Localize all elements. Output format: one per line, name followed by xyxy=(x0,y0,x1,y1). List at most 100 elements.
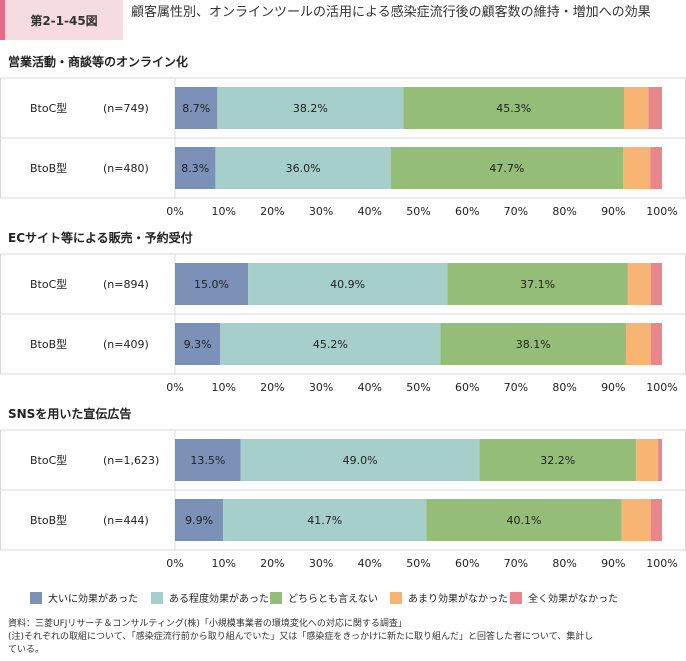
x-tick-label: 30% xyxy=(309,205,333,218)
row-n-count: (n=1,623) xyxy=(103,454,159,467)
x-tick-label: 100% xyxy=(646,381,677,394)
data-label: 32.2% xyxy=(540,454,575,467)
data-label: 45.3% xyxy=(496,102,531,115)
x-tick-label: 30% xyxy=(309,557,333,570)
row-label: BtoB型 xyxy=(30,337,67,351)
x-tick-label: 10% xyxy=(211,205,235,218)
x-tick-label: 70% xyxy=(504,205,528,218)
x-tick-label: 90% xyxy=(601,205,625,218)
data-label: 9.9% xyxy=(185,514,213,527)
bar-segment xyxy=(217,87,404,129)
data-label: 13.5% xyxy=(190,454,225,467)
source-note: 資料：三菱UFJリサーチ＆コンサルティング(株)「小規模事業者の環境変化への対応… xyxy=(8,619,407,629)
bar-segment xyxy=(624,87,649,129)
x-tick-label: 40% xyxy=(358,557,382,570)
row-n-count: (n=894) xyxy=(103,278,149,291)
data-label: 8.7% xyxy=(182,102,210,115)
bar-segment xyxy=(175,147,216,189)
bar-segment xyxy=(650,263,662,305)
legend-swatch xyxy=(390,592,402,604)
data-label: 38.2% xyxy=(293,102,328,115)
bar-segment xyxy=(625,323,651,365)
x-tick-label: 20% xyxy=(260,381,284,394)
data-label: 8.3% xyxy=(181,162,209,175)
panel-title: 営業活動・商談等のオンライン化 xyxy=(8,54,188,69)
row-label: BtoC型 xyxy=(30,453,67,467)
legend-swatch xyxy=(151,592,163,604)
row-n-count: (n=749) xyxy=(103,102,149,115)
x-tick-label: 90% xyxy=(601,557,625,570)
x-tick-label: 60% xyxy=(455,557,479,570)
data-label: 45.2% xyxy=(313,338,348,351)
legend-label: ある程度効果があった xyxy=(169,592,269,605)
data-label: 38.1% xyxy=(516,338,551,351)
x-tick-label: 50% xyxy=(406,381,430,394)
data-label: 37.1% xyxy=(520,278,555,291)
figure-title: 顧客属性別、オンラインツールの活用による感染症流行後の顧客数の維持・増加への効果 xyxy=(131,5,651,20)
note-line-1: (注)それぞれの取組について、「感染症流行前から取り組んでいた」又は「感染症をき… xyxy=(8,632,594,642)
bar-segment xyxy=(175,499,224,541)
row-label: BtoB型 xyxy=(30,161,67,175)
x-tick-label: 80% xyxy=(552,205,576,218)
bar-segment xyxy=(403,87,625,129)
bar-segment xyxy=(175,263,249,305)
footnotes: 資料：三菱UFJリサーチ＆コンサルティング(株)「小規模事業者の環境変化への対応… xyxy=(8,618,678,657)
figure-header: 第2-1-45図 顧客属性別、オンラインツールの活用による感染症流行後の顧客数の… xyxy=(0,0,686,40)
row-n-count: (n=480) xyxy=(103,162,149,175)
x-tick-label: 40% xyxy=(358,381,382,394)
bar-segment xyxy=(650,147,662,189)
bar-segment xyxy=(175,439,241,481)
legend-label: どちらとも言えない xyxy=(288,592,378,605)
data-label: 9.3% xyxy=(184,338,212,351)
x-tick-label: 70% xyxy=(504,557,528,570)
row-label: BtoC型 xyxy=(30,101,67,115)
note-line-2: ている。 xyxy=(8,645,45,655)
row-n-count: (n=409) xyxy=(103,338,149,351)
panel-title: ECサイト等による販売・予約受付 xyxy=(8,230,193,245)
bar-segment xyxy=(627,263,651,305)
bar-segment xyxy=(215,147,391,189)
row-n-count: (n=444) xyxy=(103,514,149,527)
bar-segment xyxy=(623,147,651,189)
figure-number: 第2-1-45図 xyxy=(5,0,123,40)
x-tick-label: 10% xyxy=(211,381,235,394)
bar-segment xyxy=(248,263,448,305)
x-tick-label: 90% xyxy=(601,381,625,394)
legend-label: あまり効果がなかった xyxy=(408,592,508,605)
bar-segment xyxy=(175,87,218,129)
row-label: BtoC型 xyxy=(30,277,67,291)
data-label: 49.0% xyxy=(343,454,378,467)
bar-segment xyxy=(636,439,659,481)
legend-label: 全く効果がなかった xyxy=(528,592,618,605)
legend-label: 大いに効果があった xyxy=(48,592,138,605)
bar-segment xyxy=(175,323,221,365)
data-label: 15.0% xyxy=(194,278,229,291)
bar-segment xyxy=(479,439,637,481)
x-tick-label: 100% xyxy=(646,557,677,570)
data-label: 41.7% xyxy=(307,514,342,527)
legend-swatch xyxy=(270,592,282,604)
legend-swatch xyxy=(510,592,522,604)
x-tick-label: 50% xyxy=(406,557,430,570)
x-tick-label: 80% xyxy=(552,557,576,570)
bar-segment xyxy=(440,323,626,365)
bar-segment xyxy=(240,439,480,481)
data-label: 40.9% xyxy=(330,278,365,291)
x-tick-label: 10% xyxy=(211,557,235,570)
bar-segment xyxy=(650,499,662,541)
bar-segment xyxy=(447,263,628,305)
x-tick-label: 0% xyxy=(166,557,183,570)
data-label: 40.1% xyxy=(506,514,541,527)
bar-segment xyxy=(658,439,662,481)
x-tick-label: 50% xyxy=(406,205,430,218)
x-tick-label: 0% xyxy=(166,205,183,218)
stacked-bar-chart: 営業活動・商談等のオンライン化 BtoC型 (n=749) 8.7% 38.2% 45.3… xyxy=(0,54,686,605)
x-tick-label: 60% xyxy=(455,205,479,218)
bar-segment xyxy=(621,499,651,541)
x-tick-label: 0% xyxy=(166,381,183,394)
bar-segment xyxy=(426,499,622,541)
bar-segment xyxy=(650,323,662,365)
x-tick-label: 60% xyxy=(455,381,479,394)
bar-segment xyxy=(220,323,441,365)
legend-swatch xyxy=(30,592,42,604)
